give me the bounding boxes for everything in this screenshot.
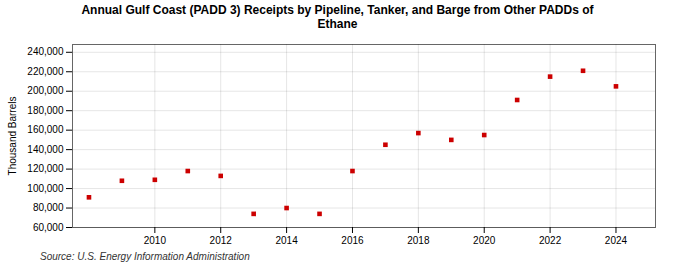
svg-text:200,000: 200,000 [27, 85, 64, 96]
svg-text:140,000: 140,000 [27, 144, 64, 155]
svg-text:180,000: 180,000 [27, 105, 64, 116]
svg-text:220,000: 220,000 [27, 66, 64, 77]
html-text:Source: U.S. Energy Informatio: Source: U.S. Energy Information Administ… [40, 250, 250, 262]
svg-text:2018: 2018 [407, 234, 430, 245]
svg-text:2024: 2024 [605, 234, 628, 245]
svg-text:Thousand Barrels: Thousand Barrels [7, 96, 18, 175]
svg-text:240,000: 240,000 [27, 46, 64, 57]
svg-text:100,000: 100,000 [27, 183, 64, 194]
svg-text:2014: 2014 [275, 234, 298, 245]
svg-text:2010: 2010 [144, 234, 167, 245]
svg-text:2012: 2012 [210, 234, 233, 245]
svg-text:80,000: 80,000 [33, 202, 64, 213]
svg-text:120,000: 120,000 [27, 163, 64, 174]
svg-text:2016: 2016 [341, 234, 364, 245]
svg-text:60,000: 60,000 [33, 221, 64, 232]
html-text:Annual Gulf Coast (PADD 3) Rec: Annual Gulf Coast (PADD 3) Receipts by P… [81, 3, 594, 32]
svg-text:2022: 2022 [539, 234, 562, 245]
svg-text:160,000: 160,000 [27, 124, 64, 135]
svg-text:2020: 2020 [473, 234, 496, 245]
